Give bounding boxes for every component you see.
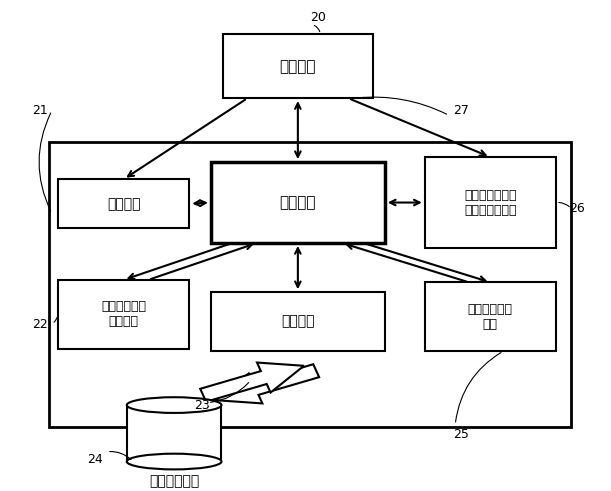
Text: 24: 24 <box>87 453 103 465</box>
Text: 21: 21 <box>32 104 48 117</box>
FancyBboxPatch shape <box>223 34 373 98</box>
Polygon shape <box>200 362 304 402</box>
Text: 溯源码服务器: 溯源码服务器 <box>149 474 199 488</box>
FancyBboxPatch shape <box>58 280 189 349</box>
Polygon shape <box>216 364 319 404</box>
Text: 20: 20 <box>310 11 326 24</box>
Text: 同步皮带控制
单元: 同步皮带控制 单元 <box>468 302 513 331</box>
Text: 主控单元: 主控单元 <box>280 195 316 210</box>
Text: 26: 26 <box>569 202 585 215</box>
FancyBboxPatch shape <box>211 292 385 351</box>
Text: 喷码单元: 喷码单元 <box>280 59 316 74</box>
Text: 赋码单元: 赋码单元 <box>107 197 141 211</box>
Ellipse shape <box>127 454 221 469</box>
FancyBboxPatch shape <box>49 142 571 427</box>
FancyBboxPatch shape <box>58 179 189 228</box>
Polygon shape <box>126 405 221 462</box>
Text: 22: 22 <box>32 318 48 330</box>
Text: 牛猪胴体运动速
度在线检测单元: 牛猪胴体运动速 度在线检测单元 <box>464 189 516 217</box>
Text: 喷码单元运动
控制单元: 喷码单元运动 控制单元 <box>101 300 146 328</box>
FancyBboxPatch shape <box>425 282 556 351</box>
Text: 网络单元: 网络单元 <box>281 315 315 328</box>
Ellipse shape <box>127 397 221 413</box>
Text: 25: 25 <box>453 428 469 441</box>
Text: 23: 23 <box>194 399 210 411</box>
Text: 27: 27 <box>453 104 469 117</box>
FancyBboxPatch shape <box>425 157 556 248</box>
FancyBboxPatch shape <box>211 162 385 243</box>
